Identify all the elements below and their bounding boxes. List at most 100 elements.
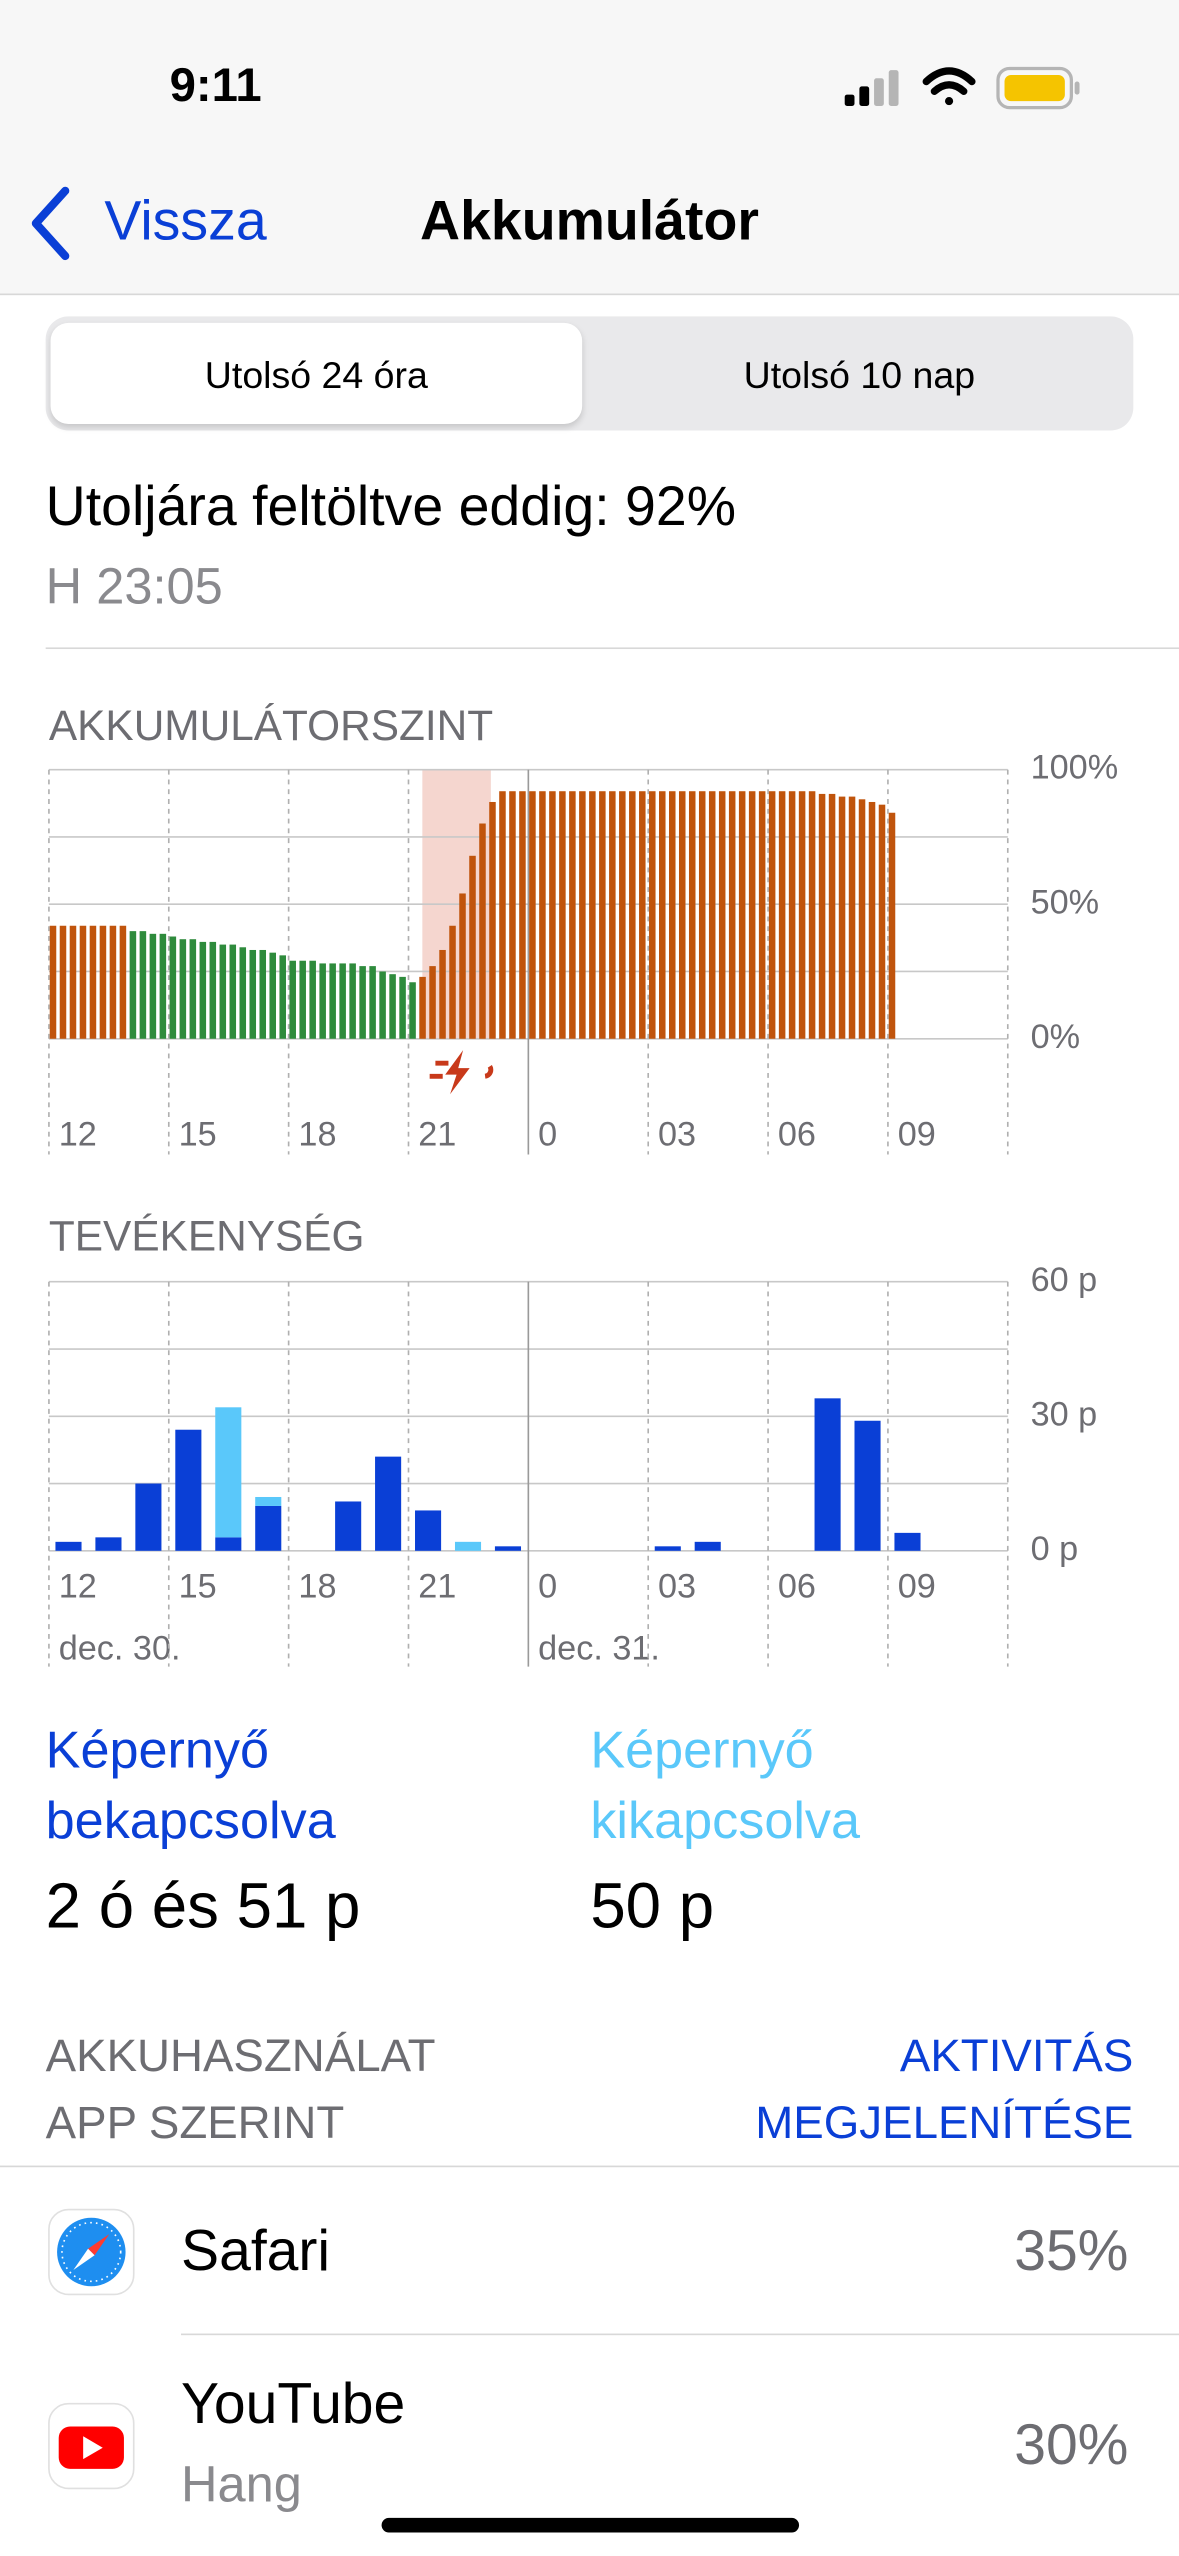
battery-bar — [189, 939, 197, 1039]
battery-bar — [349, 963, 356, 1039]
battery-bar — [59, 925, 67, 1039]
battery-bar — [289, 960, 296, 1039]
battery-bar — [619, 791, 626, 1039]
x-tick-label: 09 — [898, 1567, 936, 1605]
battery-bar — [738, 791, 746, 1039]
date-label: dec. 31. — [538, 1629, 660, 1667]
x-tick-label: 15 — [179, 1567, 217, 1605]
usage-action[interactable]: AKTIVITÁS MEGJELENÍTÉSE — [755, 2030, 1134, 2148]
x-tick-label: 06 — [778, 1567, 816, 1605]
app-percent: 35% — [1014, 2219, 1129, 2283]
back-button[interactable]: Vissza — [104, 190, 267, 253]
nav-title: Akkumulátor — [420, 190, 759, 253]
battery-bar — [708, 791, 716, 1039]
battery-bar — [808, 791, 816, 1039]
x-tick-label: 0 — [538, 1567, 557, 1605]
activity-bar — [215, 1407, 242, 1538]
battery-bar — [698, 791, 706, 1039]
battery-bar — [319, 963, 326, 1039]
safari-icon[interactable] — [48, 2208, 135, 2296]
battery-bar — [449, 925, 456, 1039]
screen-off-label: Képernyő kikapcsolva — [590, 1720, 861, 1850]
battery-bar — [379, 971, 386, 1039]
battery-bar — [249, 949, 257, 1039]
battery-bar — [639, 791, 646, 1039]
battery-bar — [279, 955, 286, 1039]
battery-bar — [229, 944, 237, 1039]
battery-bar — [758, 791, 766, 1039]
battery-bar — [299, 960, 306, 1039]
battery-bar — [269, 952, 276, 1039]
activity-bar — [135, 1483, 162, 1551]
activity-bar — [335, 1501, 362, 1551]
activity-bar — [255, 1505, 282, 1551]
activity-bar — [55, 1541, 82, 1551]
screen-on-label: Képernyő bekapcsolva — [45, 1720, 336, 1850]
battery-bar — [149, 933, 157, 1039]
activity-bar — [255, 1496, 282, 1506]
battery-bar — [329, 963, 336, 1039]
activity-bar — [175, 1429, 202, 1551]
activity-bar — [215, 1537, 242, 1551]
battery-bar — [688, 791, 696, 1039]
screen-on-value: 2 ó és 51 p — [45, 1872, 361, 1943]
x-tick-label: 0 — [538, 1116, 557, 1154]
battery-bar — [309, 960, 316, 1039]
y-tick-label: 30 p — [1031, 1395, 1098, 1433]
battery-bar — [369, 966, 376, 1039]
x-tick-label: 06 — [778, 1116, 816, 1154]
battery-bar — [169, 936, 177, 1039]
activity-bar — [95, 1537, 122, 1551]
battery-bar — [788, 791, 796, 1039]
x-tick-label: 12 — [59, 1116, 97, 1154]
usage-header: AKKUHASZNÁLAT APP SZERINT — [45, 2030, 435, 2148]
battery-bar — [179, 939, 187, 1039]
battery-bar — [818, 793, 826, 1039]
app-detail: Hang — [181, 2455, 302, 2513]
battery-bar — [139, 931, 147, 1039]
battery-bar — [119, 925, 127, 1039]
battery-bar — [589, 791, 596, 1039]
battery-icon — [996, 66, 1080, 110]
status-time: 9:11 — [169, 60, 262, 113]
battery-bar — [748, 791, 756, 1039]
x-tick-label: 03 — [658, 1567, 696, 1605]
battery-bar — [79, 925, 87, 1039]
last-charged: Utoljára feltöltve eddig: 92% — [45, 476, 737, 539]
home-indicator — [381, 2517, 800, 2533]
y-tick-label: 60 p — [1031, 1261, 1098, 1299]
activity-bar — [415, 1510, 442, 1551]
separator — [181, 2333, 1179, 2336]
segment-option[interactable]: Utolsó 10 nap — [743, 353, 976, 397]
battery-bar — [768, 791, 776, 1039]
battery-bar — [609, 791, 616, 1039]
activity-bar — [854, 1420, 881, 1551]
battery-bar — [629, 791, 636, 1039]
app-name[interactable]: YouTube — [181, 2372, 406, 2437]
battery-bar — [519, 791, 526, 1039]
battery-bar — [469, 855, 476, 1039]
battery-bar — [259, 949, 267, 1039]
app-name[interactable]: Safari — [181, 2219, 331, 2283]
y-tick-label: 50% — [1031, 883, 1100, 921]
back-chevron[interactable] — [31, 186, 70, 261]
y-tick-label: 0% — [1031, 1018, 1080, 1056]
y-tick-label: 100% — [1031, 749, 1119, 787]
x-tick-label: 18 — [298, 1116, 336, 1154]
battery-bar — [659, 791, 666, 1039]
youtube-icon[interactable] — [48, 2402, 135, 2490]
chart-title: TEVÉKENYSÉG — [49, 1213, 365, 1260]
app-percent: 30% — [1014, 2413, 1129, 2478]
segment-option[interactable]: Utolsó 24 óra — [204, 353, 428, 397]
charging-icon — [419, 1050, 494, 1095]
battery-bar — [678, 791, 686, 1039]
wifi-icon — [922, 67, 976, 106]
activity-bar — [454, 1541, 482, 1551]
battery-bar — [99, 925, 107, 1039]
battery-bar — [868, 801, 876, 1039]
battery-bar — [159, 933, 167, 1039]
battery-bar — [668, 791, 676, 1039]
battery-bar — [649, 791, 656, 1039]
